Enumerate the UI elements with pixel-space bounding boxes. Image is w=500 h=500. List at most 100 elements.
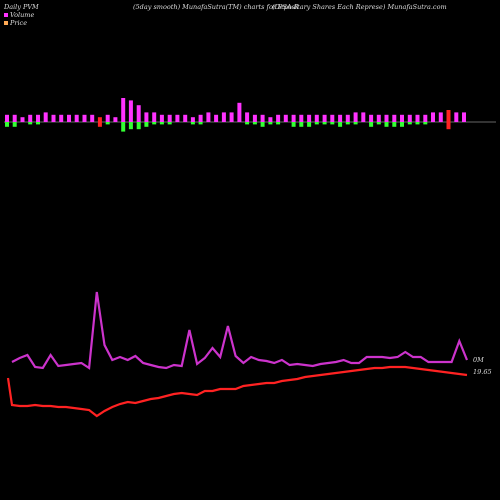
- volume-bar-up: [361, 112, 366, 122]
- chart-header-right: (Depositary Shares Each Represe) MunafaS…: [272, 3, 447, 11]
- volume-value-label: 0M: [473, 356, 484, 364]
- volume-bar-up: [252, 114, 257, 122]
- volume-bar-up: [206, 112, 211, 122]
- volume-bar-down: [190, 122, 195, 125]
- volume-bar-up: [28, 114, 33, 122]
- volume-bar-up: [438, 112, 443, 122]
- volume-bar-down: [446, 122, 451, 130]
- volume-bar-down: [314, 122, 319, 125]
- volume-bar-up: [268, 117, 273, 122]
- volume-bar-down: [322, 122, 327, 125]
- volume-bar-up: [229, 112, 234, 122]
- volume-bar-up: [283, 114, 288, 122]
- volume-bar-down: [36, 122, 40, 125]
- volume-bar-down: [121, 122, 126, 132]
- volume-bar-down: [144, 122, 149, 127]
- volume-bar-down: [291, 122, 296, 127]
- volume-bar-up: [423, 114, 428, 122]
- volume-bar-up: [67, 114, 71, 122]
- volume-bar-up: [322, 114, 327, 122]
- volume-bar-down: [97, 122, 102, 127]
- volume-bar-up: [5, 114, 9, 122]
- volume-bar-down: [198, 122, 203, 125]
- volume-bar-up: [299, 114, 304, 122]
- volume-bar-up: [43, 112, 48, 122]
- volume-bar-down: [128, 122, 133, 130]
- legend-price-swatch: [4, 21, 8, 25]
- volume-bar-up: [400, 114, 404, 122]
- volume-bar-up: [167, 114, 172, 122]
- volume-bar-up: [369, 114, 374, 122]
- volume-bar-down: [345, 122, 350, 125]
- volume-bar-up: [90, 114, 95, 122]
- volume-bar-down: [376, 122, 381, 125]
- volume-bar-down: [384, 122, 389, 127]
- volume-bar-down: [167, 122, 172, 125]
- volume-bar-up: [159, 114, 164, 122]
- volume-bar-up: [307, 114, 312, 122]
- volume-bar-up: [345, 114, 350, 122]
- volume-bar-up: [51, 114, 56, 122]
- volume-bar-up: [152, 112, 157, 122]
- chart-header-center: (5day smooth) MunafaSutra(TM) charts for…: [133, 3, 299, 11]
- volume-bar-down: [330, 122, 335, 125]
- volume-bar-up: [376, 114, 381, 122]
- volume-bar-down: [400, 122, 404, 127]
- volume-bar-down: [407, 122, 412, 125]
- volume-bar-up: [384, 114, 389, 122]
- volume-bar-down: [159, 122, 164, 125]
- volume-bar-down: [152, 122, 157, 125]
- volume-bar-down: [369, 122, 374, 127]
- volume-bar-up: [214, 114, 219, 122]
- volume-bar-down: [423, 122, 428, 125]
- volume-bar-down: [276, 122, 281, 125]
- volume-bar-down: [260, 122, 265, 127]
- volume-bar-up: [338, 114, 343, 122]
- volume-bar-up: [276, 114, 281, 122]
- volume-bar-up: [291, 114, 296, 122]
- legend-price: Price: [4, 19, 27, 27]
- volume-bar-down: [252, 122, 257, 125]
- volume-bar-up: [105, 114, 110, 122]
- volume-bar-up: [74, 114, 79, 122]
- volume-bar-up: [20, 117, 25, 122]
- volume-bar-up: [113, 117, 118, 122]
- volume-line: [11, 291, 469, 370]
- price-line: [6, 365, 468, 418]
- volume-bar-up: [190, 117, 195, 122]
- volume-bars: [5, 98, 466, 132]
- volume-bar-up: [462, 112, 466, 122]
- volume-bar-down: [353, 122, 358, 125]
- chart-header-left: Daily PVM: [4, 3, 39, 11]
- volume-bar-down: [338, 122, 343, 127]
- legend-price-label: Price: [10, 19, 28, 27]
- volume-bar-up: [260, 114, 265, 122]
- volume-bar-up: [12, 114, 17, 122]
- volume-bar-up: [144, 112, 149, 122]
- volume-bar-up: [330, 114, 335, 122]
- volume-bar-up: [59, 114, 64, 122]
- legend-volume-swatch: [4, 13, 8, 17]
- volume-bar-up: [431, 112, 435, 122]
- volume-bar-up: [97, 117, 102, 122]
- legend-volume: Volume: [4, 11, 34, 19]
- volume-bar-up: [314, 114, 319, 122]
- volume-bar-down: [136, 122, 141, 130]
- volume-bar-up: [237, 102, 242, 122]
- volume-bar-up: [415, 114, 420, 122]
- volume-bar-up: [82, 114, 87, 122]
- volume-bar-down: [5, 122, 9, 127]
- volume-bar-up: [245, 112, 250, 122]
- legend-volume-label: Volume: [10, 11, 35, 19]
- volume-bar-up: [121, 98, 126, 122]
- volume-bar-up: [221, 112, 226, 122]
- volume-bar-up: [407, 114, 412, 122]
- volume-bar-up: [128, 100, 133, 122]
- volume-bar-down: [268, 122, 273, 125]
- volume-bar-down: [28, 122, 33, 125]
- volume-bar-down: [245, 122, 250, 125]
- volume-bar-down: [392, 122, 397, 127]
- volume-bar-up: [183, 114, 188, 122]
